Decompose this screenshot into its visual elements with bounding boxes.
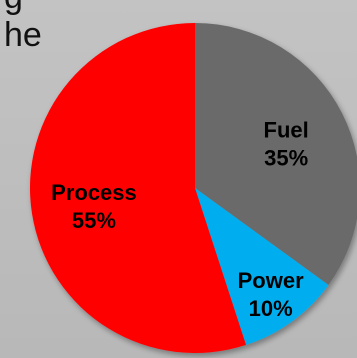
slice-label-power: Power (238, 268, 304, 293)
pie-slice-fuel (195, 23, 357, 285)
pie-slice-power (195, 188, 329, 345)
slice-value-process: 55% (72, 208, 116, 233)
background-text-line-2: he (4, 16, 42, 54)
background-text-line-1: g (4, 0, 23, 14)
slice-value-power: 10% (249, 296, 293, 321)
slice-label-process: Process (51, 180, 137, 205)
slice-value-fuel: 35% (264, 146, 308, 171)
pie-slice-process (29, 23, 246, 353)
slice-label-fuel: Fuel (264, 118, 309, 143)
